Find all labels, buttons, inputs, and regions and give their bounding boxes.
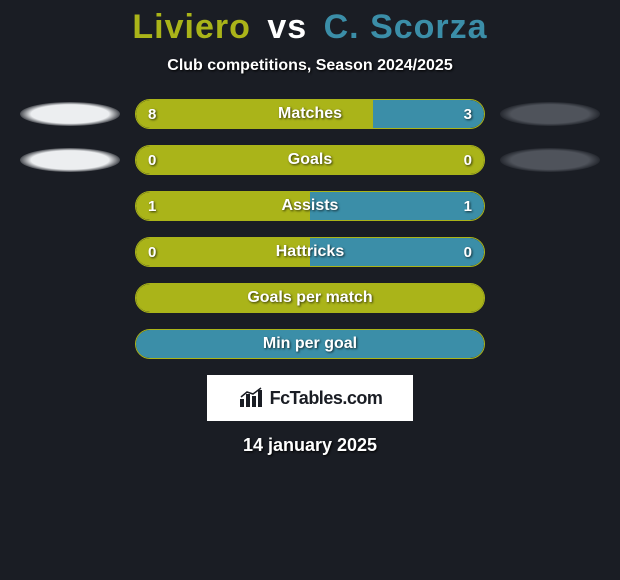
comparison-card: Liviero vs C. Scorza Club competitions, … <box>0 0 620 456</box>
bar-right-fill <box>310 192 484 220</box>
player2-shadow <box>500 148 600 172</box>
branding-badge[interactable]: FcTables.com <box>207 375 413 421</box>
footer-date: 14 january 2025 <box>0 435 620 456</box>
bar-left-fill <box>136 284 484 312</box>
branding-text: FcTables.com <box>270 388 383 409</box>
stat-bar: 83Matches <box>135 99 485 129</box>
bar-right-fill <box>310 238 484 266</box>
stat-value-left: 0 <box>148 238 156 266</box>
stat-value-left: 1 <box>148 192 156 220</box>
stat-value-right: 3 <box>464 100 472 128</box>
stat-bar: 00Hattricks <box>135 237 485 267</box>
stat-row: Goals per match <box>0 283 620 313</box>
bar-left-fill <box>136 100 373 128</box>
bar-left-fill <box>136 146 484 174</box>
stat-row: 11Assists <box>0 191 620 221</box>
stat-value-right: 0 <box>464 238 472 266</box>
player1-shadow <box>20 102 120 126</box>
player2-shadow <box>500 102 600 126</box>
player1-shadow <box>20 148 120 172</box>
stat-bar: 11Assists <box>135 191 485 221</box>
stat-row: Min per goal <box>0 329 620 359</box>
stat-bar: Min per goal <box>135 329 485 359</box>
player1-name: Liviero <box>132 8 250 46</box>
subtitle: Club competitions, Season 2024/2025 <box>0 57 620 75</box>
stat-rows: 83Matches00Goals11Assists00HattricksGoal… <box>0 99 620 359</box>
chart-icon <box>238 387 264 409</box>
stat-value-right: 1 <box>464 192 472 220</box>
bar-left-fill <box>136 192 310 220</box>
bar-left-fill <box>136 238 310 266</box>
stat-bar: Goals per match <box>135 283 485 313</box>
player2-name: C. Scorza <box>324 8 488 46</box>
page-title: Liviero vs C. Scorza <box>0 8 620 47</box>
stat-row: 83Matches <box>0 99 620 129</box>
vs-label: vs <box>267 8 307 46</box>
stat-value-right: 0 <box>464 146 472 174</box>
stat-value-left: 8 <box>148 100 156 128</box>
stat-bar: 00Goals <box>135 145 485 175</box>
stat-row: 00Hattricks <box>0 237 620 267</box>
stat-value-left: 0 <box>148 146 156 174</box>
stat-row: 00Goals <box>0 145 620 175</box>
bar-right-fill <box>136 330 484 358</box>
